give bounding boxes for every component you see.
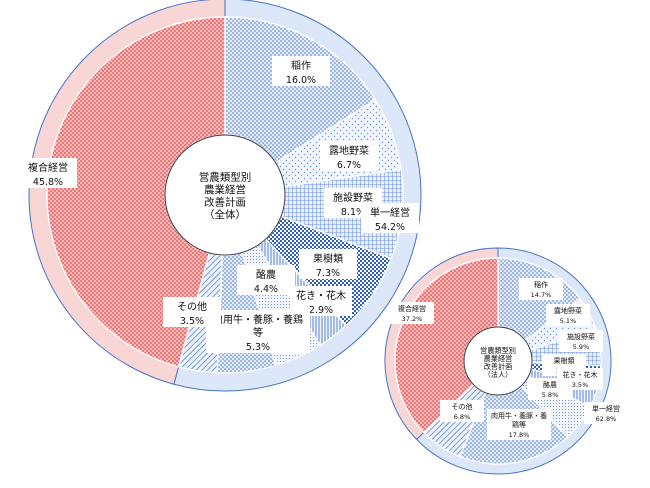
slice-1-value-label: 16.0%: [286, 75, 316, 86]
slice-9-label: 複合経営: [28, 161, 68, 174]
center-label-line: 営農類型別: [480, 346, 516, 355]
slice-7-label: 肉用牛・養豚・養: [491, 411, 547, 420]
slice-8-label-box: [163, 297, 221, 327]
center-label-line: （法人）: [484, 370, 513, 379]
outer-ring-single-value-label: 62.8%: [596, 415, 617, 423]
slice-7-label: 鶏等: [512, 420, 526, 429]
slice-5-value-label: 3.5%: [572, 381, 589, 389]
slice-3-label-box: [559, 330, 603, 352]
slice-7-value-label: 17.8%: [509, 431, 530, 439]
outer-ring-single-label-box: [584, 402, 628, 424]
slice-7-label-box: [206, 310, 310, 353]
slice-2-value-label: 6.7%: [337, 160, 361, 171]
slice-8-label: その他: [452, 402, 473, 411]
slice-7-label-box: [487, 409, 551, 440]
slice-9-value-label: 37.2%: [402, 315, 423, 323]
slice-6-label: 酪農: [256, 268, 276, 281]
slice-3-label: 施設野菜: [333, 191, 373, 204]
center-label-line: （全体）: [204, 208, 246, 221]
slice-6-value-label: 5.8%: [542, 391, 559, 399]
slice-6-label-box: [237, 265, 295, 295]
outer-ring-single-label: 単一経営: [592, 404, 620, 413]
slice-2-label-box: [320, 141, 378, 171]
slice-5-label: 花き・花木: [563, 370, 598, 379]
slice-9-label-box: [390, 302, 434, 324]
center-label-line: 農業経営: [484, 354, 513, 363]
slice-4-value-label: 7.3%: [316, 268, 340, 279]
slice-1-label: 稲作: [534, 280, 548, 289]
slice-8-label-box: [440, 400, 484, 422]
center-label-line: 営農類型別: [199, 170, 252, 183]
slice-7-value-label: 5.3%: [246, 342, 270, 353]
outer-ring-single-label: 単一経営: [370, 206, 410, 219]
slice-6-label-box: [528, 378, 572, 400]
slice-1-label-box: [519, 278, 563, 300]
outer-ring-single-label-box: [361, 203, 419, 233]
slice-1-value-label: 14.7%: [531, 291, 552, 299]
slice-2-label-box: [546, 304, 590, 326]
center-label-line: 改善計画: [204, 195, 246, 208]
slice-3-value-label: 5.9%: [573, 343, 590, 351]
slice-3-value-label: 8.1%: [341, 207, 365, 218]
slice-3-label: 施設野菜: [567, 332, 595, 341]
outer-ring-single-value-label: 54.2%: [375, 222, 405, 233]
slice-6-label: 酪農: [543, 380, 557, 389]
slice-2-label: 露地野菜: [329, 144, 369, 157]
slice-9-label-box: [19, 158, 77, 188]
slice-8-value-label: 3.5%: [180, 316, 204, 327]
slice-5-label: 花き・花木: [296, 289, 346, 302]
slice-2-label: 露地野菜: [554, 306, 582, 315]
slice-8-value-label: 6.8%: [454, 413, 471, 421]
slice-5-value-label: 2.9%: [309, 305, 333, 316]
slice-8-label: その他: [177, 300, 207, 313]
slice-4-label: 果樹類: [554, 356, 575, 365]
center-label-line: 農業経営: [204, 183, 246, 196]
slice-1-label: 稲作: [291, 60, 311, 72]
slice-4-label: 果樹類: [313, 252, 343, 265]
slice-7-label: 等: [253, 326, 263, 339]
slice-9-label: 複合経営: [398, 304, 426, 313]
slice-7-label: 肉用牛・養豚・養鶏: [213, 313, 303, 326]
center-label-line: 改善計画: [484, 362, 513, 371]
slice-4-label-box: [299, 249, 357, 279]
center-hole: [164, 134, 286, 256]
slice-2-value-label: 5.1%: [560, 317, 577, 325]
center-hole: [463, 326, 533, 396]
slice-6-value-label: 4.4%: [254, 284, 278, 295]
slice-9-value-label: 45.8%: [33, 177, 63, 188]
slice-1-label-box: [272, 56, 330, 86]
